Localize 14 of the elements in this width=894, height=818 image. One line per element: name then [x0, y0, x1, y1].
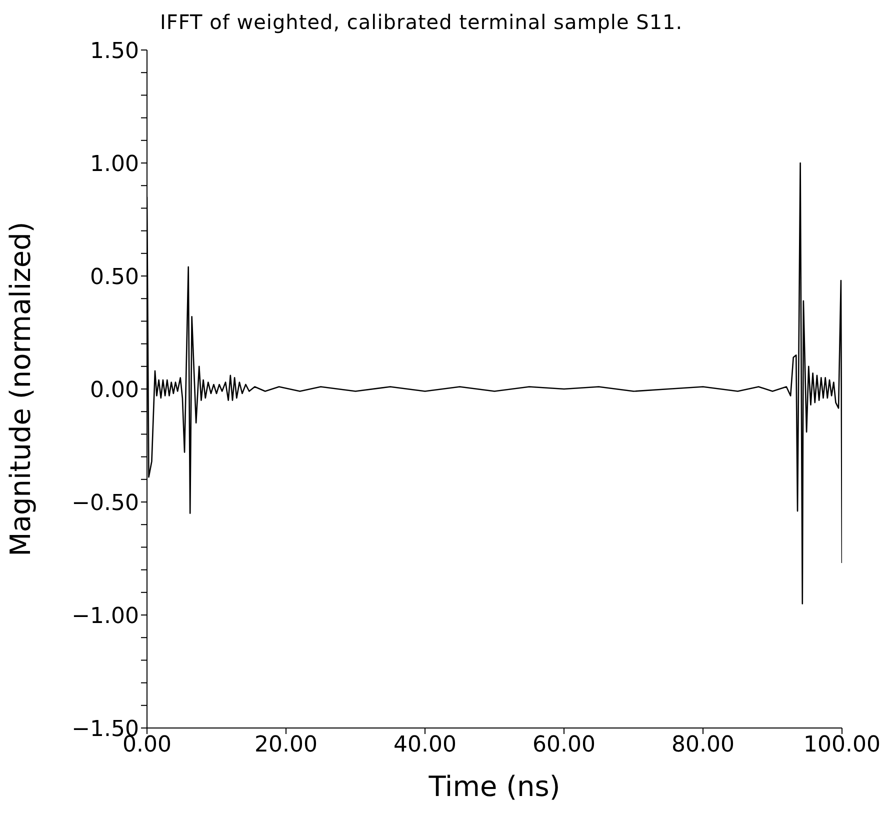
- y-tick-label: 0.50: [90, 264, 139, 290]
- y-axis-title: Magnitude (normalized): [4, 222, 37, 556]
- x-axis-title: Time (ns): [428, 770, 560, 803]
- y-tick-label: 1.50: [90, 38, 139, 64]
- x-tick-label: 40.00: [394, 732, 456, 758]
- y-tick-label: −0.50: [72, 490, 139, 516]
- x-tick-label: 80.00: [672, 732, 734, 758]
- x-tick-label: 20.00: [254, 732, 318, 758]
- x-tick-label: 100.00: [804, 732, 880, 758]
- x-tick-label: 60.00: [532, 732, 596, 758]
- y-tick-label: −1.00: [72, 604, 139, 629]
- y-tick-label: 1.00: [90, 152, 139, 177]
- y-tick-label: 0.00: [90, 378, 139, 403]
- chart-title: IFFT of weighted, calibrated terminal sample S11.: [160, 10, 683, 34]
